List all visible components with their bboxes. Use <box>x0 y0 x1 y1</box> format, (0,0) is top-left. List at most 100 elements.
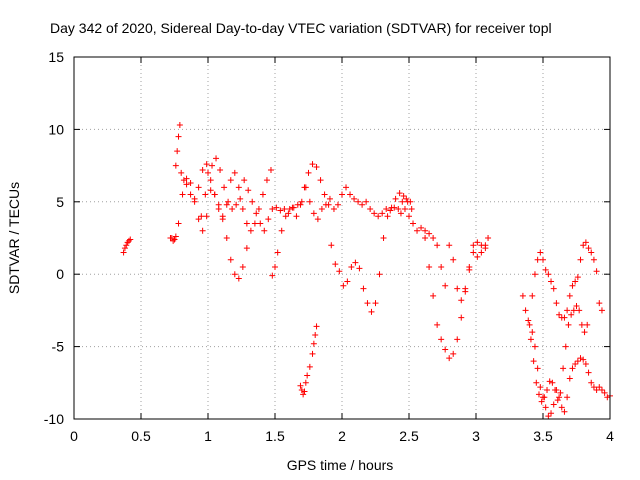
data-point-s5 <box>314 216 321 223</box>
data-point-s6 <box>332 261 339 268</box>
data-point-s10 <box>531 343 538 350</box>
x-tick-label: 1 <box>204 428 212 444</box>
data-point-s10 <box>588 379 595 386</box>
data-point-s5 <box>334 201 341 208</box>
data-point-s10 <box>582 360 589 367</box>
data-point-s8 <box>426 230 433 237</box>
data-point-s2 <box>227 177 234 184</box>
data-point-s2 <box>259 191 266 198</box>
data-point-s6 <box>376 271 383 278</box>
data-point-s5 <box>274 249 281 256</box>
data-point-s11 <box>542 266 549 273</box>
data-point-s5 <box>282 213 289 220</box>
data-point-s5 <box>347 191 354 198</box>
data-point-s12 <box>562 343 569 350</box>
data-point-s12 <box>581 329 588 336</box>
data-point-s7 <box>458 314 465 321</box>
data-point-s10 <box>558 404 565 411</box>
data-point-s10 <box>577 355 584 362</box>
data-point-s8 <box>450 256 457 263</box>
data-point-s12 <box>533 379 540 386</box>
data-point-s2 <box>195 184 202 191</box>
data-point-s3 <box>243 245 250 252</box>
data-point-s6 <box>372 300 379 307</box>
data-point-s11 <box>588 249 595 256</box>
data-point-s6 <box>356 265 363 272</box>
data-point-s2 <box>176 122 183 129</box>
data-point-s10 <box>550 401 557 408</box>
data-point-s2 <box>263 177 270 184</box>
data-point-s7 <box>450 350 457 357</box>
data-point-s5 <box>306 198 313 205</box>
data-point-s9 <box>297 382 304 389</box>
data-point-s1 <box>124 239 131 246</box>
x-axis-label: GPS time / hours <box>287 457 394 473</box>
data-point-s5 <box>363 198 370 205</box>
data-point-s5 <box>355 198 362 205</box>
y-tick-label: 10 <box>48 121 64 137</box>
data-point-s7 <box>406 213 412 220</box>
data-point-s12 <box>519 292 526 299</box>
data-point-s8 <box>446 242 453 249</box>
data-point-s2 <box>255 206 262 213</box>
x-tick-label: 3.5 <box>533 428 553 444</box>
data-point-s2 <box>243 220 250 227</box>
data-point-s5 <box>294 201 301 208</box>
data-point-s5 <box>318 206 325 213</box>
data-point-s6 <box>368 308 375 315</box>
data-point-s2 <box>175 133 182 140</box>
data-point-s3 <box>172 233 179 240</box>
data-point-s5 <box>290 204 297 211</box>
data-point-s6 <box>348 263 355 270</box>
data-point-s8 <box>454 285 461 292</box>
data-point-s10 <box>572 360 579 367</box>
data-point-s4 <box>317 177 324 184</box>
data-point-s10 <box>556 394 563 401</box>
data-point-s4 <box>277 207 284 214</box>
x-tick-label: 4 <box>606 428 614 444</box>
data-point-s12 <box>570 307 577 314</box>
data-point-s4 <box>313 164 320 171</box>
data-point-s6 <box>364 300 371 307</box>
data-point-s2 <box>199 166 206 173</box>
data-point-s11 <box>582 239 589 246</box>
data-point-s3 <box>207 187 214 194</box>
data-point-s12 <box>552 387 559 394</box>
data-point-s7 <box>474 239 481 246</box>
data-point-s4 <box>321 191 328 198</box>
data-point-s7 <box>446 355 453 362</box>
data-point-s3 <box>239 263 246 270</box>
data-point-s6 <box>384 213 391 220</box>
data-point-s6 <box>336 268 343 275</box>
data-point-s4 <box>217 166 224 173</box>
data-point-s2 <box>207 177 214 184</box>
data-point-s4 <box>202 191 209 198</box>
data-point-s10 <box>590 384 597 391</box>
data-point-s11 <box>598 307 605 314</box>
data-point-s10 <box>580 356 587 363</box>
data-point-s12 <box>527 336 534 343</box>
data-point-s9 <box>300 391 307 398</box>
data-point-s10 <box>526 321 533 328</box>
data-point-s12 <box>535 391 542 398</box>
data-point-s12 <box>557 389 564 396</box>
data-point-s12 <box>530 358 537 365</box>
axis-ticks <box>73 56 611 420</box>
data-point-s3 <box>195 216 202 223</box>
data-point-s9 <box>310 340 317 347</box>
data-point-s7 <box>485 235 492 241</box>
data-point-s11 <box>580 242 587 249</box>
data-point-s8 <box>442 282 449 289</box>
data-point-s6 <box>396 190 403 197</box>
data-point-s5 <box>375 213 382 220</box>
data-point-s8 <box>430 235 437 241</box>
data-point-s11 <box>596 300 603 307</box>
data-point-s2 <box>235 184 242 191</box>
data-point-s10 <box>598 387 605 394</box>
data-point-s3 <box>211 191 218 198</box>
x-tick-label: 0.5 <box>131 428 151 444</box>
y-tick-label: -5 <box>52 339 65 355</box>
data-point-s11 <box>529 292 536 299</box>
data-point-s4 <box>198 213 205 220</box>
data-point-s9 <box>302 379 309 386</box>
